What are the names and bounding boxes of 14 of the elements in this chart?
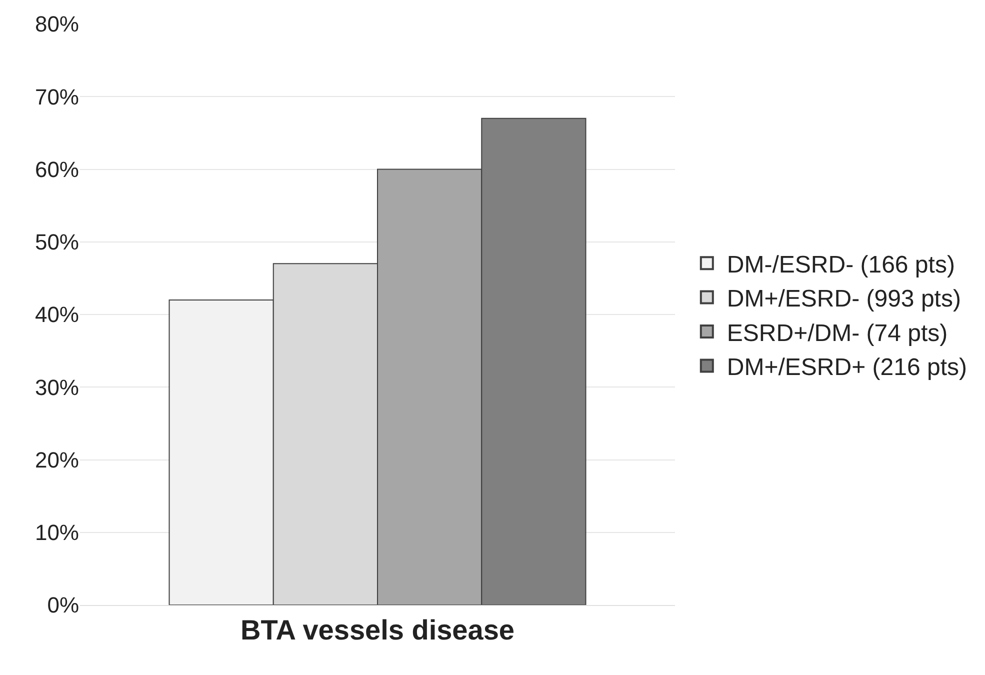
y-tick-label: 20%: [34, 447, 79, 472]
y-tick-label: 0%: [47, 592, 79, 618]
legend-label: DM+/ESRD+ (216 pts): [726, 354, 967, 382]
x-tick-label: BTA vessels disease: [240, 614, 514, 646]
legend-label: DM+/ESRD- (993 pts): [726, 286, 961, 313]
y-tick-label: 70%: [34, 84, 79, 110]
y-tick-label: 40%: [34, 302, 79, 328]
y-tick-label: 60%: [34, 156, 79, 182]
y-tick-label: 10%: [34, 520, 79, 546]
legend-label: ESRD+/DM- (74 pts): [726, 320, 948, 347]
legend-label: DM-/ESRD- (166 pts): [726, 251, 955, 278]
y-tick-label: 80%: [34, 12, 79, 37]
y-tick-label: 30%: [34, 374, 79, 400]
y-tick-label: 50%: [34, 230, 79, 255]
